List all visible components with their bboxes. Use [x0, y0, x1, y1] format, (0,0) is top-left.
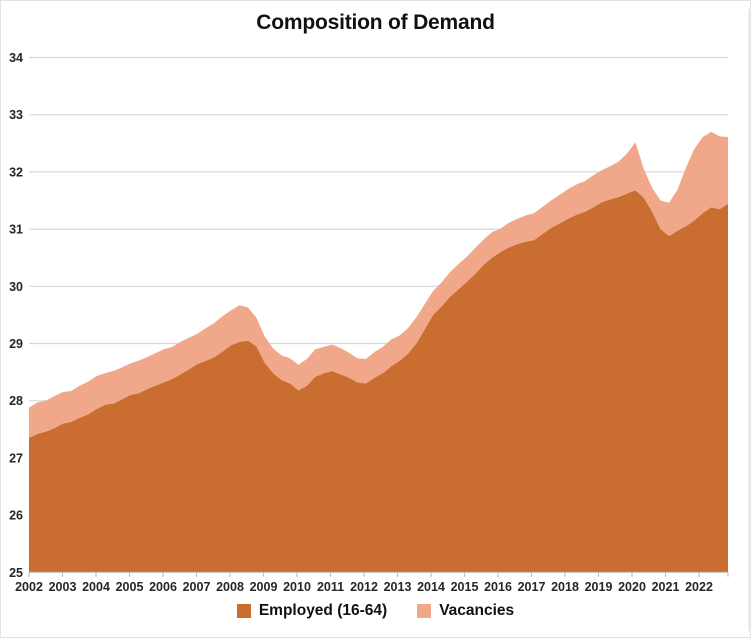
svg-text:2022: 2022 [685, 580, 713, 594]
x-axis-labels: 2002 2003 2004 2005 2006 2007 2008 2009 2010 2011… [15, 580, 713, 594]
svg-text:2014: 2014 [417, 580, 445, 594]
svg-text:2011: 2011 [317, 580, 344, 594]
legend-item-employed: Employed (16-64) [236, 602, 388, 620]
legend-label-vacancies: Vacancies [439, 602, 515, 619]
svg-text:2009: 2009 [250, 580, 278, 594]
svg-text:25: 25 [9, 566, 23, 580]
legend-swatch-vacancies [417, 604, 432, 618]
vacancies-area [29, 131, 728, 438]
svg-text:2012: 2012 [350, 580, 378, 594]
employed-area [29, 190, 728, 573]
svg-text:2017: 2017 [518, 580, 546, 594]
legend-label-employed: Employed (16-64) [258, 602, 388, 619]
svg-text:31: 31 [9, 223, 23, 237]
svg-text:28: 28 [9, 394, 23, 408]
svg-text:2015: 2015 [451, 580, 479, 594]
svg-text:2018: 2018 [551, 580, 579, 594]
svg-text:2010: 2010 [283, 580, 311, 594]
svg-text:2004: 2004 [82, 580, 110, 594]
legend-item-vacancies: Vacancies [417, 602, 514, 620]
svg-text:2005: 2005 [116, 580, 144, 594]
svg-text:26: 26 [9, 509, 23, 523]
svg-text:32: 32 [9, 165, 23, 179]
svg-text:33: 33 [9, 108, 23, 122]
legend-swatch-employed [236, 604, 251, 618]
chart-title: Composition of Demand [256, 11, 495, 34]
svg-text:2007: 2007 [183, 580, 211, 594]
svg-text:34: 34 [9, 51, 23, 65]
y-axis-labels: 34 33 32 31 30 29 28 27 26 25 [9, 51, 23, 580]
svg-text:27: 27 [9, 451, 23, 465]
svg-text:2003: 2003 [49, 580, 77, 594]
svg-text:2013: 2013 [384, 580, 412, 594]
svg-text:2019: 2019 [585, 580, 613, 594]
svg-text:29: 29 [9, 337, 23, 351]
svg-text:2008: 2008 [216, 580, 244, 594]
svg-text:2006: 2006 [149, 580, 177, 594]
svg-text:2002: 2002 [15, 580, 43, 594]
svg-text:30: 30 [9, 280, 23, 294]
svg-text:2020: 2020 [618, 580, 646, 594]
svg-text:2021: 2021 [652, 580, 680, 594]
x-axis-ticks [28, 572, 729, 577]
chart-legend: Employed (16-64) Vacancies [1, 602, 750, 620]
svg-text:2016: 2016 [484, 580, 512, 594]
